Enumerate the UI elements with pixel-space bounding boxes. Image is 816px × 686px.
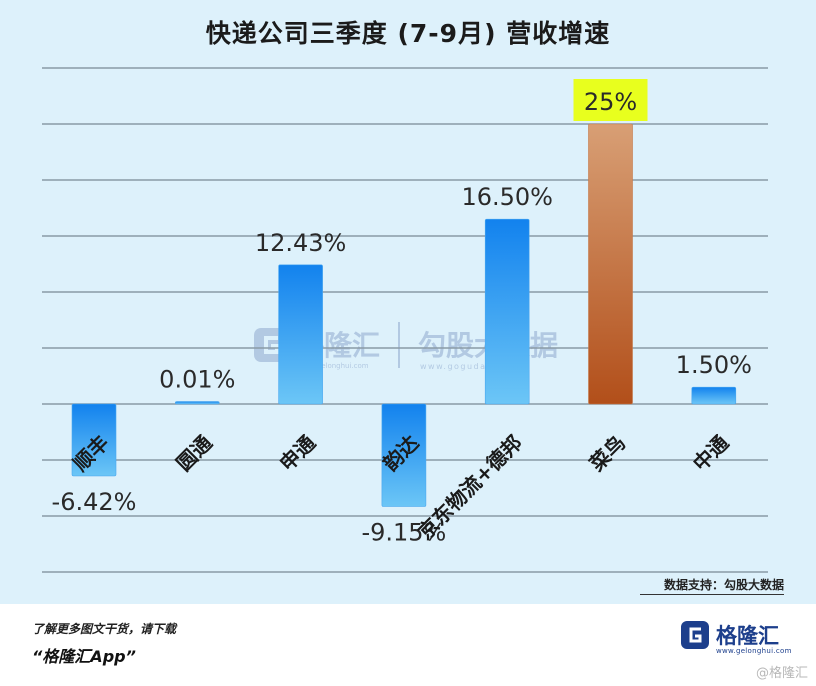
- value-label-6: 1.50%: [676, 351, 752, 379]
- bar-0: [71, 403, 117, 477]
- brand-url: www.gelonghui.com: [716, 647, 792, 655]
- chart-title: 快递公司三季度 (7-9月) 营收增速: [205, 19, 611, 48]
- value-label-1: 0.01%: [159, 366, 235, 394]
- brand-name: 格隆汇: [716, 624, 779, 648]
- source-underline: [640, 594, 784, 595]
- corner-watermark: @格隆汇: [755, 666, 808, 681]
- brand-logo: 格隆汇 www.gelonghui.com: [680, 618, 792, 658]
- highlight-label-bg: [573, 79, 648, 121]
- bar-5: [588, 123, 633, 405]
- value-label-5: 25%: [584, 88, 637, 116]
- value-label-0: -6.42%: [52, 488, 137, 516]
- app-name: “格隆汇App”: [32, 647, 136, 666]
- bar-1: [175, 401, 220, 405]
- category-label-2: 申通: [275, 431, 320, 476]
- data-source: 数据支持：勾股大数据: [663, 578, 784, 592]
- bar-2: [278, 264, 323, 405]
- category-label-4: 京东物流+德邦: [413, 431, 527, 545]
- value-label-3: -9.15%: [361, 518, 446, 546]
- bar-chart: -6.42%顺丰0.01%圆通12.43%申通-9.15%韵达16.50%京东物…: [42, 67, 768, 573]
- bar-4: [484, 218, 530, 405]
- category-label-5: 菜鸟: [584, 431, 630, 477]
- bar-6: [691, 386, 737, 405]
- download-prompt: 了解更多图文干货，请下载: [32, 622, 177, 636]
- category-label-1: 圆通: [172, 431, 217, 476]
- value-label-4: 16.50%: [461, 183, 553, 211]
- value-label-2: 12.43%: [255, 229, 347, 257]
- gelonghui-logo-icon: [681, 621, 709, 649]
- bar-3: [381, 403, 427, 507]
- category-label-6: 中通: [688, 431, 733, 476]
